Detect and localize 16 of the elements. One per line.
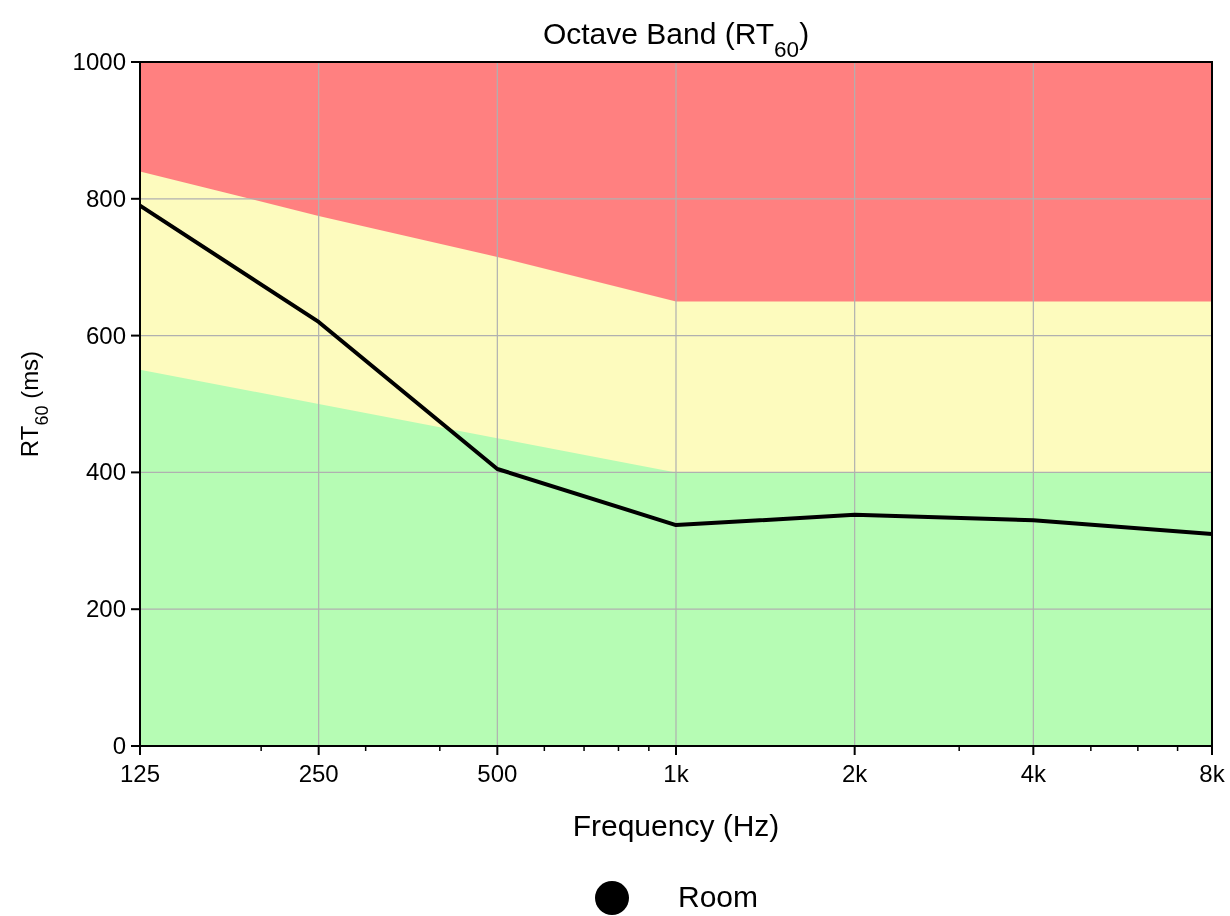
- x-tick-label: 8k: [1199, 760, 1226, 787]
- legend-label: Room: [678, 880, 759, 913]
- y-tick-label: 200: [85, 595, 126, 623]
- y-tick-label: 600: [85, 321, 126, 349]
- y-tick-label: 400: [85, 458, 126, 486]
- x-tick-label: 2k: [841, 760, 869, 787]
- x-axis-title: Frequency (Hz): [572, 809, 780, 842]
- y-tick-label: 1000: [72, 48, 126, 75]
- x-tick-label: 500: [477, 760, 518, 787]
- chart-title: Octave Band (RT$_{60}$): [542, 17, 810, 62]
- x-tick-label: 250: [298, 760, 339, 787]
- y-tick-label: 800: [85, 184, 126, 212]
- y-tick-label: 0: [112, 732, 126, 759]
- x-tick-label: 4k: [1020, 760, 1047, 787]
- x-tick-label: 125: [119, 760, 161, 787]
- x-tick-label: 1k: [663, 760, 690, 787]
